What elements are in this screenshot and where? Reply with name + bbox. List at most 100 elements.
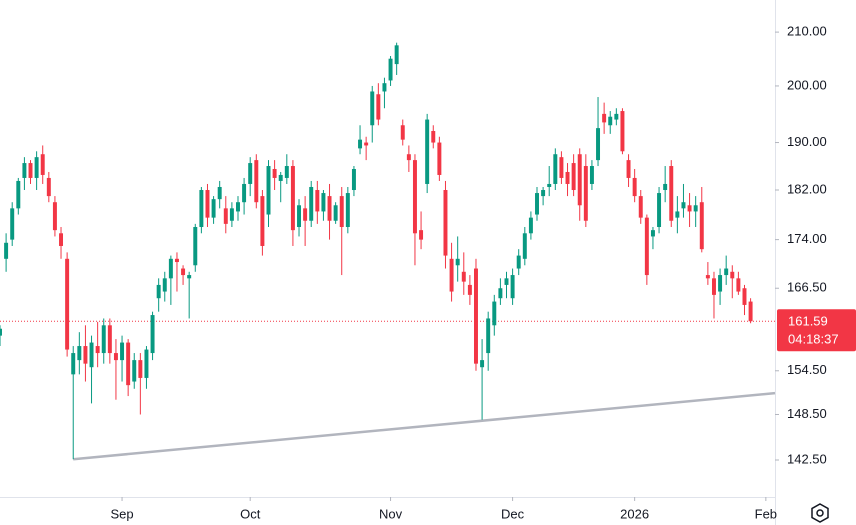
candle-body xyxy=(467,284,472,295)
y-tick-label: 174.00 xyxy=(787,231,827,246)
candle-body xyxy=(46,177,51,197)
candle-body xyxy=(205,190,210,218)
y-tick-label: 182.00 xyxy=(787,181,827,196)
candle-body xyxy=(309,186,314,221)
candle-body xyxy=(400,125,405,140)
candle-body xyxy=(663,183,668,191)
candle-body xyxy=(376,94,381,120)
candle-body xyxy=(345,193,350,228)
candle-body xyxy=(644,217,649,276)
candle-body xyxy=(510,275,515,299)
candle-body xyxy=(321,193,326,212)
candle-body xyxy=(425,119,430,184)
candle-body xyxy=(498,288,503,299)
candle-body xyxy=(199,190,204,228)
candle-body xyxy=(736,278,741,292)
candle-body xyxy=(675,211,680,218)
price-tag-label: 161.59 xyxy=(788,314,828,329)
candle-body xyxy=(705,275,710,279)
candle-body xyxy=(272,168,277,178)
candle-body xyxy=(455,258,460,266)
candle-body xyxy=(626,160,631,178)
candle-body xyxy=(120,342,125,361)
candle-body xyxy=(77,346,82,361)
candle-body xyxy=(382,83,387,92)
candle-body xyxy=(10,208,15,240)
candle-body xyxy=(571,163,576,191)
candle-body xyxy=(449,258,454,292)
candle-body xyxy=(541,190,546,197)
candle-body xyxy=(486,318,491,354)
candle-body xyxy=(278,174,283,181)
candle-body xyxy=(583,166,588,221)
candle-body xyxy=(34,157,39,178)
candle-body xyxy=(364,142,369,146)
y-tick-label: 210.00 xyxy=(787,24,827,39)
trendline xyxy=(73,391,776,461)
candle-body xyxy=(730,271,735,279)
y-tick-label: 190.00 xyxy=(787,134,827,149)
candle-body xyxy=(437,142,442,175)
candle-body xyxy=(351,168,356,191)
candle-body xyxy=(528,217,533,234)
candle-body xyxy=(126,342,131,386)
candle-body xyxy=(547,183,552,187)
y-tick-label: 148.50 xyxy=(787,406,827,421)
candle-body xyxy=(504,278,509,285)
candle-body xyxy=(699,202,704,250)
candle-body xyxy=(193,227,198,266)
candle-body xyxy=(657,193,662,228)
candle-body xyxy=(565,171,570,184)
candle-body xyxy=(516,255,521,269)
candle-body xyxy=(95,346,100,354)
x-tick-label: Sep xyxy=(110,506,133,521)
candle-body xyxy=(132,360,137,382)
candle-body xyxy=(113,353,118,361)
candle-body xyxy=(260,196,265,246)
candle-body xyxy=(577,154,582,206)
candle-body xyxy=(388,58,393,81)
settings-dot xyxy=(816,509,824,517)
candle-body xyxy=(748,301,753,322)
candle-body xyxy=(16,180,21,209)
x-tick-label: Oct xyxy=(240,506,261,521)
candle-body xyxy=(638,196,643,218)
candle-body xyxy=(358,139,363,149)
candle-body xyxy=(229,208,234,221)
candle-body xyxy=(315,190,320,212)
candle-body xyxy=(596,128,601,161)
candle-body xyxy=(711,278,716,295)
candle-body xyxy=(419,230,424,240)
candle-body xyxy=(608,116,613,126)
candle-body xyxy=(443,190,448,256)
candle-body xyxy=(394,45,399,65)
candle-body xyxy=(620,111,625,152)
candle-body xyxy=(266,166,271,215)
candle-body xyxy=(217,186,222,200)
candle-body xyxy=(144,349,149,378)
y-tick-label: 154.50 xyxy=(787,362,827,377)
x-tick-label: Dec xyxy=(501,506,525,521)
candle-body xyxy=(553,154,558,184)
candle-body xyxy=(22,163,27,178)
candle-body xyxy=(150,315,155,354)
x-tick-label: Feb xyxy=(755,506,777,521)
candle-body xyxy=(284,166,289,178)
candle-body xyxy=(370,91,375,126)
candle-body xyxy=(187,275,192,279)
y-tick-label: 200.00 xyxy=(787,77,827,92)
candle-body xyxy=(254,160,259,203)
plot-area xyxy=(0,42,776,461)
candle-body xyxy=(89,342,94,368)
candle-body xyxy=(632,177,637,197)
settings-icon[interactable] xyxy=(811,503,829,523)
candle-body xyxy=(107,325,112,354)
x-tick-label: 2026 xyxy=(620,506,649,521)
candle-body xyxy=(162,278,167,292)
candle-body xyxy=(211,199,216,218)
candle-body xyxy=(174,258,179,263)
candle-body xyxy=(223,208,228,224)
candle-body xyxy=(742,288,747,305)
candle-body xyxy=(693,205,698,212)
